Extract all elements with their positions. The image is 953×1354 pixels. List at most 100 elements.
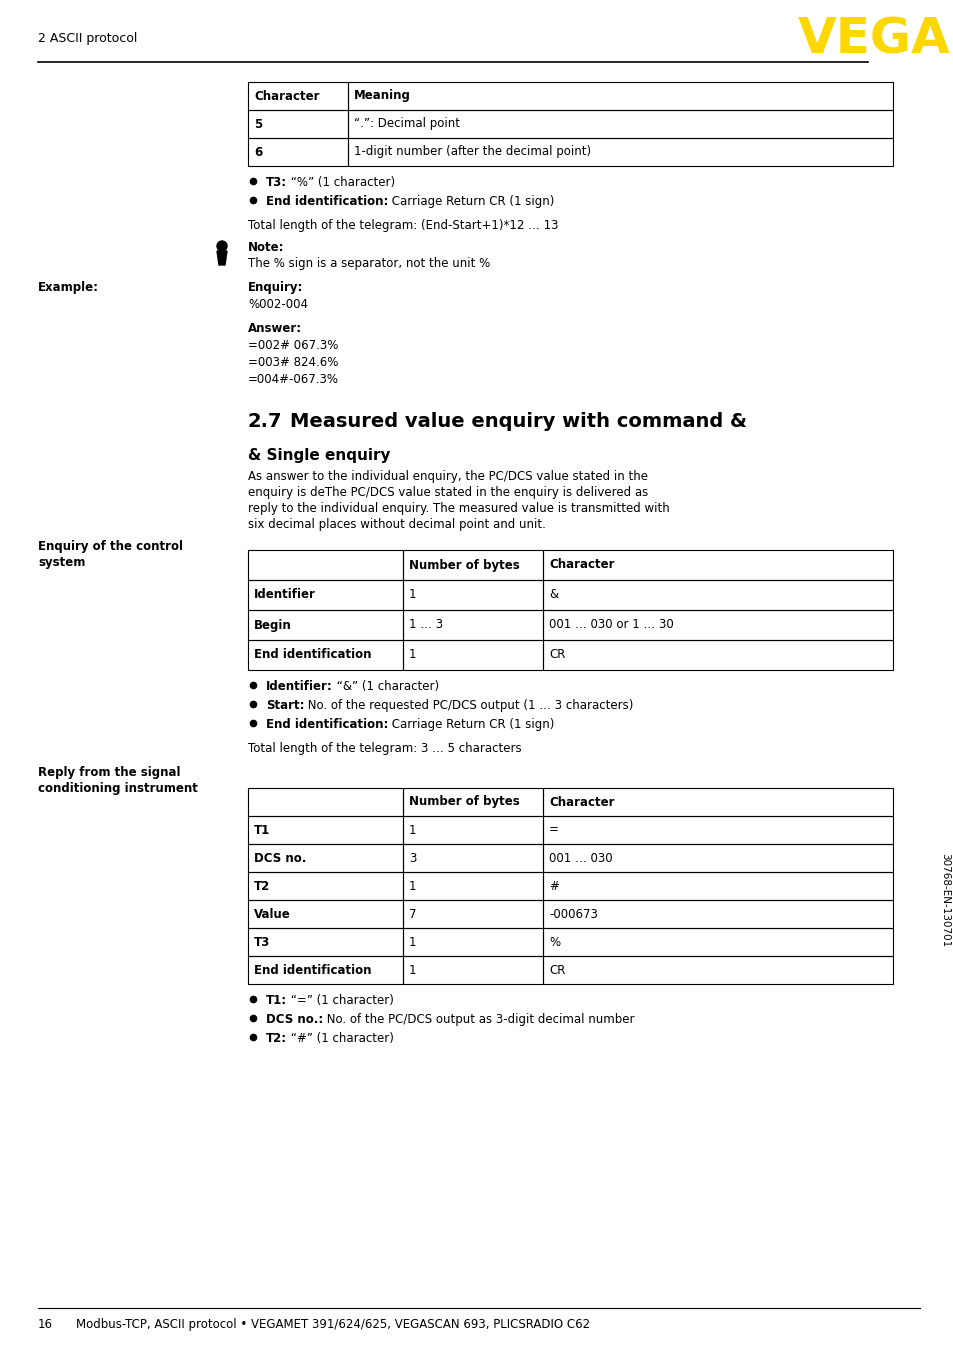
Text: No. of the PC/DCS output as 3-digit decimal number: No. of the PC/DCS output as 3-digit deci… bbox=[323, 1013, 634, 1026]
Text: Meaning: Meaning bbox=[354, 89, 411, 103]
Text: 1: 1 bbox=[409, 936, 416, 949]
Bar bbox=[402, 580, 542, 611]
Text: End identification: End identification bbox=[253, 964, 371, 976]
Bar bbox=[248, 927, 402, 956]
Bar bbox=[402, 872, 542, 900]
Bar bbox=[348, 138, 892, 167]
Text: Character: Character bbox=[253, 89, 319, 103]
Bar bbox=[402, 900, 542, 927]
Text: End identification:: End identification: bbox=[266, 718, 388, 731]
Text: -000673: -000673 bbox=[548, 907, 598, 921]
Text: &: & bbox=[548, 589, 558, 601]
Bar bbox=[402, 611, 542, 640]
Text: “=” (1 character): “=” (1 character) bbox=[287, 994, 394, 1007]
Text: T3: T3 bbox=[253, 936, 270, 949]
Text: 1: 1 bbox=[409, 823, 416, 837]
Text: “.”: Decimal point: “.”: Decimal point bbox=[354, 118, 459, 130]
Text: Reply from the signal: Reply from the signal bbox=[38, 766, 180, 779]
Bar bbox=[542, 816, 892, 844]
Bar bbox=[248, 816, 402, 844]
Text: 1: 1 bbox=[409, 880, 416, 892]
Text: Modbus-TCP, ASCII protocol • VEGAMET 391/624/625, VEGASCAN 693, PLICSRADIO C62: Modbus-TCP, ASCII protocol • VEGAMET 391… bbox=[76, 1317, 590, 1331]
Bar bbox=[542, 927, 892, 956]
Text: T1:: T1: bbox=[266, 994, 287, 1007]
Bar bbox=[348, 110, 892, 138]
Text: six decimal places without decimal point and unit.: six decimal places without decimal point… bbox=[248, 519, 545, 531]
Bar bbox=[248, 83, 348, 110]
Text: Character: Character bbox=[548, 796, 614, 808]
Text: Enquiry of the control: Enquiry of the control bbox=[38, 540, 183, 552]
Text: 1-digit number (after the decimal point): 1-digit number (after the decimal point) bbox=[354, 145, 591, 158]
Text: 001 … 030: 001 … 030 bbox=[548, 852, 612, 864]
Text: conditioning instrument: conditioning instrument bbox=[38, 783, 197, 795]
Text: “&” (1 character): “&” (1 character) bbox=[333, 680, 438, 693]
Text: Identifier: Identifier bbox=[253, 589, 315, 601]
Text: No. of the requested PC/DCS output (1 … 3 characters): No. of the requested PC/DCS output (1 … … bbox=[304, 699, 633, 712]
Text: #: # bbox=[548, 880, 558, 892]
Text: DCS no.:: DCS no.: bbox=[266, 1013, 323, 1026]
Text: The % sign is a separator, not the unit %: The % sign is a separator, not the unit … bbox=[248, 257, 490, 269]
Text: T2:: T2: bbox=[266, 1032, 287, 1045]
Circle shape bbox=[216, 241, 227, 250]
Text: & Single enquiry: & Single enquiry bbox=[248, 448, 390, 463]
Text: “#” (1 character): “#” (1 character) bbox=[287, 1032, 394, 1045]
Bar bbox=[542, 788, 892, 816]
Text: %002-004: %002-004 bbox=[248, 298, 308, 311]
Bar bbox=[542, 900, 892, 927]
Bar bbox=[248, 844, 402, 872]
Text: %: % bbox=[548, 936, 559, 949]
Text: 1: 1 bbox=[409, 589, 416, 601]
Bar bbox=[248, 550, 402, 580]
Bar bbox=[542, 640, 892, 670]
Text: 16: 16 bbox=[38, 1317, 53, 1331]
Text: DCS no.: DCS no. bbox=[253, 852, 306, 864]
Bar bbox=[542, 872, 892, 900]
Text: 30768-EN-130701: 30768-EN-130701 bbox=[939, 853, 949, 948]
Text: VEGA: VEGA bbox=[797, 15, 950, 64]
Text: Identifier:: Identifier: bbox=[266, 680, 333, 693]
Text: Total length of the telegram: 3 … 5 characters: Total length of the telegram: 3 … 5 char… bbox=[248, 742, 521, 756]
Text: 3: 3 bbox=[409, 852, 416, 864]
Text: Carriage Return CR (1 sign): Carriage Return CR (1 sign) bbox=[388, 195, 554, 209]
Text: Total length of the telegram: (End-Start+1)*12 … 13: Total length of the telegram: (End-Start… bbox=[248, 219, 558, 232]
Bar bbox=[248, 110, 348, 138]
Text: Note:: Note: bbox=[248, 241, 284, 255]
Text: T1: T1 bbox=[253, 823, 270, 837]
Bar bbox=[402, 640, 542, 670]
Bar bbox=[402, 816, 542, 844]
Text: T3:: T3: bbox=[266, 176, 287, 190]
Bar bbox=[402, 550, 542, 580]
Text: Answer:: Answer: bbox=[248, 322, 302, 334]
Bar bbox=[402, 788, 542, 816]
Text: Begin: Begin bbox=[253, 619, 292, 631]
Bar bbox=[248, 788, 402, 816]
Bar bbox=[248, 872, 402, 900]
Text: 5: 5 bbox=[253, 118, 262, 130]
Text: Number of bytes: Number of bytes bbox=[409, 558, 519, 571]
Text: reply to the individual enquiry. The measured value is transmitted with: reply to the individual enquiry. The mea… bbox=[248, 502, 669, 515]
Text: 2 ASCII protocol: 2 ASCII protocol bbox=[38, 32, 137, 45]
Bar bbox=[248, 138, 348, 167]
Bar bbox=[542, 956, 892, 984]
Bar bbox=[248, 900, 402, 927]
Bar bbox=[542, 611, 892, 640]
Text: Character: Character bbox=[548, 558, 614, 571]
Bar bbox=[248, 611, 402, 640]
Bar bbox=[348, 83, 892, 110]
Text: Start:: Start: bbox=[266, 699, 304, 712]
Text: 1: 1 bbox=[409, 649, 416, 662]
Text: Value: Value bbox=[253, 907, 291, 921]
Text: =002# 067.3%: =002# 067.3% bbox=[248, 338, 338, 352]
Text: enquiry is deThe PC/DCS value stated in the enquiry is delivered as: enquiry is deThe PC/DCS value stated in … bbox=[248, 486, 648, 500]
Text: Measured value enquiry with command &: Measured value enquiry with command & bbox=[290, 412, 746, 431]
Bar bbox=[402, 956, 542, 984]
Text: =003# 824.6%: =003# 824.6% bbox=[248, 356, 338, 370]
Text: 1: 1 bbox=[409, 964, 416, 976]
Text: 2.7: 2.7 bbox=[248, 412, 282, 431]
Text: “%” (1 character): “%” (1 character) bbox=[287, 176, 395, 190]
Bar bbox=[248, 580, 402, 611]
Bar bbox=[248, 956, 402, 984]
Text: Example:: Example: bbox=[38, 282, 99, 294]
Bar bbox=[542, 580, 892, 611]
Text: T2: T2 bbox=[253, 880, 270, 892]
